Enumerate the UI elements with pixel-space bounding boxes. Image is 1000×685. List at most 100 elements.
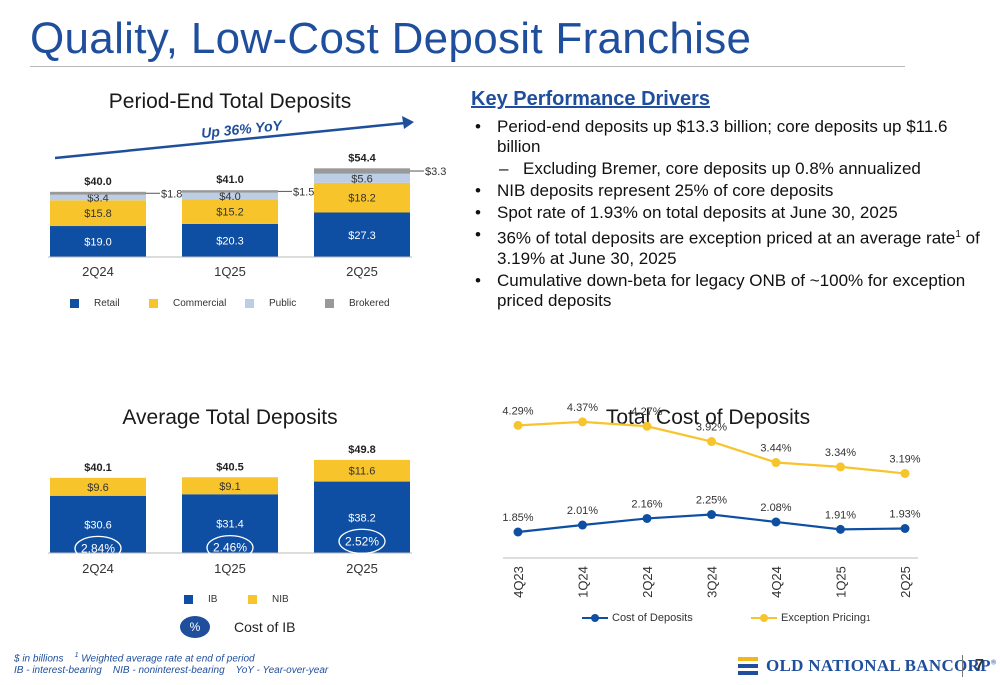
- bar-segment: [314, 212, 410, 257]
- data-label: 1.85%: [502, 512, 533, 524]
- total-label: $41.0: [216, 174, 244, 186]
- legend-swatch: [70, 299, 79, 308]
- data-point: [707, 510, 716, 520]
- data-label: 2.16%: [631, 498, 662, 510]
- cost-of-ib-oval: [206, 534, 254, 561]
- data-label: 2.01%: [567, 505, 598, 517]
- data-label: $1.8: [161, 188, 182, 200]
- data-label: $3.3: [425, 166, 446, 178]
- logo-text: OLD NATIONAL BANCORP: [766, 656, 991, 675]
- cost-of-ib-label: 2.52%: [345, 534, 379, 548]
- bullet-dot-icon: •: [475, 203, 481, 222]
- legend-line-icon: [751, 614, 777, 622]
- bar-segment: [314, 459, 410, 482]
- bar-segment: [50, 477, 146, 496]
- data-label: 3.44%: [760, 443, 791, 455]
- data-label: $15.8: [84, 208, 112, 220]
- bullet-dot-icon: •: [475, 270, 481, 290]
- kpd-bullet: • Spot rate of 1.93% on total deposits at…: [475, 203, 898, 222]
- data-label: $3.4: [87, 193, 108, 205]
- legend-swatch: [245, 299, 254, 308]
- data-point: [771, 458, 781, 468]
- data-label: $38.2: [348, 512, 376, 524]
- legend-item-exception-pricing: Exception Pricing 1: [751, 612, 870, 624]
- data-label: 3.19%: [889, 453, 920, 465]
- data-label: 4.29%: [502, 405, 533, 417]
- data-label: $9.6: [87, 482, 108, 494]
- data-label: 1.91%: [825, 509, 856, 521]
- chart-title-average: Average Total Deposits: [122, 406, 338, 429]
- legend-period-end: Retail Commercial Public Brokered: [70, 298, 390, 309]
- chart-title-cost: Total Cost of Deposits: [605, 406, 811, 429]
- data-point: [900, 468, 910, 478]
- data-label: $31.4: [216, 519, 244, 531]
- legend-item-nib: NIB: [248, 594, 289, 605]
- legend-item-retail: Retail: [70, 298, 149, 309]
- title-divider: [30, 66, 905, 67]
- category-tick-label: 1Q25: [834, 566, 849, 598]
- data-label: 2.08%: [760, 502, 791, 514]
- kpd-bullet: • NIB deposits represent 25% of core depo…: [475, 181, 834, 200]
- category-tick-label: 1Q25: [214, 264, 246, 279]
- data-point: [900, 524, 910, 534]
- footer-separator: [962, 655, 963, 677]
- data-point: [513, 420, 523, 430]
- legend-swatch: [184, 595, 193, 604]
- data-label: 3.92%: [696, 422, 727, 434]
- data-label: 2.25%: [696, 495, 727, 507]
- kpd-bullet: • Period-end deposits up $13.3 billion; c…: [475, 117, 948, 156]
- bullet-dot-icon: •: [475, 225, 481, 244]
- cost-of-ib-label: Cost of IB: [234, 619, 296, 635]
- bar-segment: [50, 194, 146, 201]
- data-label: $9.1: [219, 481, 240, 493]
- total-label: $40.5: [216, 461, 244, 473]
- legend-item-brokered: Brokered: [325, 298, 390, 309]
- category-tick-label: 2Q25: [346, 561, 378, 576]
- dash-icon: –: [499, 159, 509, 178]
- data-label: $30.6: [84, 519, 112, 531]
- category-tick-label: 4Q23: [511, 566, 526, 598]
- category-tick-label: 2Q24: [82, 264, 114, 279]
- data-point: [513, 527, 523, 537]
- data-label: $5.6: [351, 173, 372, 185]
- legend-swatch: [325, 299, 334, 308]
- registered-mark-icon: ®: [990, 658, 997, 667]
- bar-segment: [50, 226, 146, 257]
- bar-segment: [314, 481, 410, 553]
- bar-segment: [50, 495, 146, 553]
- legend-cost: Cost of Deposits Exception Pricing 1: [582, 612, 870, 624]
- percent-oval-icon: %: [180, 616, 210, 638]
- legend-item-cost-of-deposits: Cost of Deposits: [582, 612, 751, 624]
- bar-segment: [182, 477, 278, 495]
- page-number: 7: [975, 657, 984, 674]
- kpd-bullet: • Cumulative down-beta for legacy ONB of …: [475, 270, 966, 310]
- data-label: $20.3: [216, 235, 244, 247]
- bank-logo-icon: [738, 657, 758, 675]
- bar-segment: [182, 190, 278, 193]
- kpd-heading: Key Performance Drivers: [471, 88, 711, 110]
- cost-of-ib-oval: [338, 528, 386, 554]
- kpd-bullet: • 36% of total deposits are exception pri…: [475, 225, 980, 268]
- legend-average: IB NIB: [184, 594, 289, 605]
- cost-of-ib-label: 2.84%: [81, 541, 115, 555]
- legend-line-icon: [582, 614, 608, 622]
- category-tick-label: 2Q24: [82, 561, 114, 576]
- data-point: [771, 517, 781, 527]
- bar-segment: [182, 223, 278, 257]
- cost-of-ib-label: 2.46%: [213, 541, 247, 555]
- legend-item-ib: IB: [184, 594, 248, 605]
- data-label: $27.3: [348, 230, 376, 242]
- bar-segment: [182, 199, 278, 224]
- category-tick-label: 2Q24: [640, 566, 655, 598]
- bar-segment: [314, 182, 410, 213]
- data-point: [836, 524, 845, 534]
- footnote-line-2: IB - interest-bearing NIB - noninterest-…: [14, 665, 329, 676]
- key-performance-drivers: Key Performance Drivers • Period-end depo…: [471, 88, 991, 313]
- cost-of-ib-oval: [74, 535, 122, 562]
- data-label: $1.5: [293, 186, 314, 198]
- total-label: $49.8: [348, 444, 376, 456]
- bar-segment: [50, 191, 146, 195]
- category-tick-label: 2Q25: [346, 264, 378, 279]
- bar-segment: [182, 494, 278, 553]
- data-point: [836, 462, 845, 472]
